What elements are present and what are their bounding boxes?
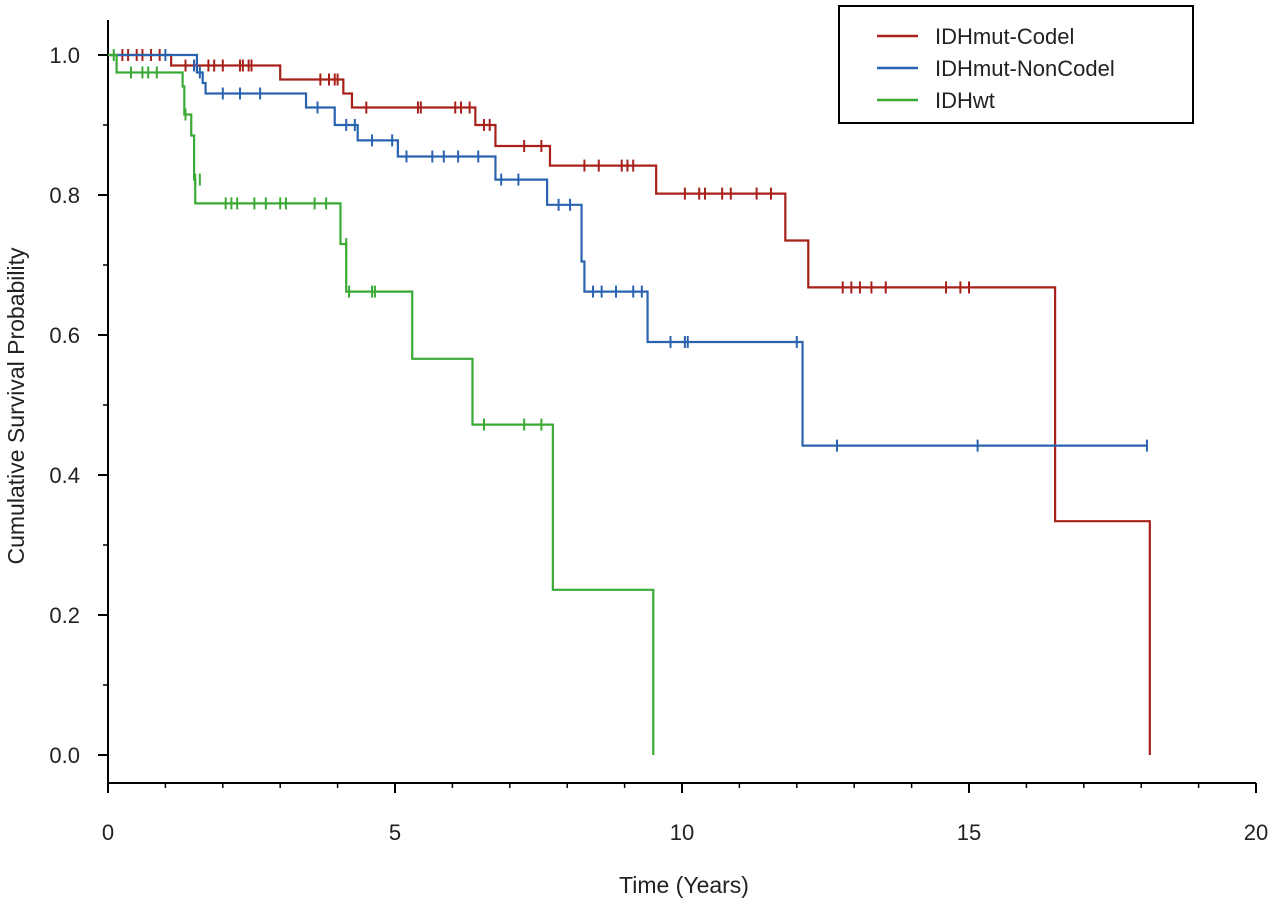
- y-tick-label: 0.4: [49, 463, 80, 488]
- legend-box: [838, 5, 1194, 124]
- y-tick-label: 1.0: [49, 43, 80, 68]
- survival-curve-line: [108, 53, 1151, 755]
- legend-entry: IDHwt: [935, 88, 995, 113]
- legend: IDHmut-Codel IDHmut-NonCodel IDHwt: [838, 5, 1194, 124]
- legend-entry: IDHmut-NonCodel: [935, 56, 1115, 81]
- series-idhwt: [108, 49, 655, 755]
- y-tick-label: 0.2: [49, 603, 80, 628]
- series-idhmut-codel: [108, 49, 1151, 755]
- plot-area: [108, 49, 1151, 755]
- y-tick-label: 0.8: [49, 183, 80, 208]
- x-axis-label: Time (Years): [619, 872, 749, 898]
- y-tick-label: 0.0: [49, 743, 80, 768]
- x-tick-label: 0: [102, 820, 114, 845]
- y-axis-label: Cumulative Survival Probability: [3, 247, 29, 565]
- x-tick-label: 15: [957, 820, 981, 845]
- axes: 0 5 10 15 20 0.0 0.2 0.4 0.6 0.8 1.0: [49, 20, 1268, 845]
- y-tick-label: 0.6: [49, 323, 80, 348]
- survival-curve-line: [108, 53, 655, 755]
- x-tick-label: 5: [389, 820, 401, 845]
- series-idhmut-noncodel: [108, 49, 1148, 452]
- x-tick-label: 10: [670, 820, 694, 845]
- x-tick-label: 20: [1244, 820, 1268, 845]
- legend-entry: IDHmut-Codel: [935, 24, 1074, 49]
